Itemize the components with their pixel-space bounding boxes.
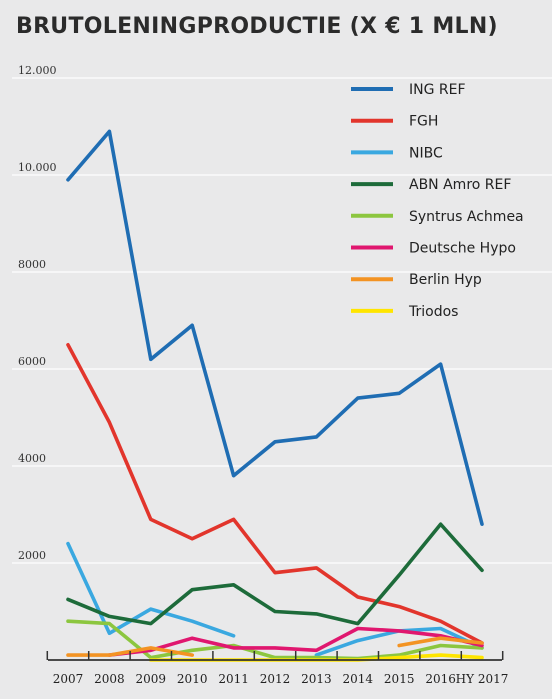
legend-label: Berlin Hyp: [409, 272, 482, 288]
y-tick-label: 6000: [18, 355, 46, 368]
x-tick-label: 2010: [177, 672, 208, 686]
x-axis: [46, 651, 504, 661]
legend-label: ABN Amro REF: [409, 177, 511, 193]
x-tick-label: 2014: [343, 672, 374, 686]
grid-lines: [12, 77, 552, 564]
legend: ING REF FGH NIBC ABN Amro REF Syntrus Achmea…: [351, 82, 524, 320]
x-tick-label: 2015: [384, 672, 415, 686]
legend-label: Syntrus Achmea: [409, 209, 524, 225]
legend-label: FGH: [409, 114, 438, 130]
y-tick-label: 12.000: [18, 64, 57, 77]
legend-label: Triodos: [408, 304, 458, 320]
series-line-nibc: [66, 541, 236, 638]
x-tick-label: 2007: [53, 672, 84, 686]
series-line-ing-ref: [66, 129, 484, 527]
chart-title: BRUTOLENINGPRODUCTIE (X € 1 MLN): [16, 14, 498, 39]
series-line-deutsche-hypo: [107, 626, 484, 657]
y-axis-tick-labels: 2000 4000 6000 8000 10.000 12.000: [18, 64, 57, 562]
x-tick-label: 2016: [425, 672, 456, 686]
y-tick-label: 10.000: [18, 161, 57, 174]
x-axis-tick-labels: 2007 2008 2009 2010 2011 2012 2013 2014 2015 2016…: [53, 672, 509, 686]
y-tick-label: 8000: [18, 258, 46, 271]
y-tick-label: 4000: [18, 452, 46, 465]
series-line-berlin-hyp: [397, 636, 484, 648]
x-tick-label: 2009: [136, 672, 167, 686]
y-tick-label: 2000: [18, 549, 46, 562]
legend-label: NIBC: [409, 145, 443, 161]
series-line-abn-amro-ref: [66, 522, 484, 626]
x-tick-label: HY 2017: [456, 672, 509, 686]
x-tick-label: 2012: [260, 672, 291, 686]
x-tick-label: 2008: [94, 672, 125, 686]
x-tick-label: 2013: [301, 672, 332, 686]
legend-label: Deutsche Hypo: [409, 241, 516, 257]
series-line-syntrus-achmea: [66, 619, 484, 661]
series-line-fgh: [66, 342, 484, 645]
x-tick-label: 2011: [218, 672, 249, 686]
legend-label: ING REF: [409, 82, 466, 98]
